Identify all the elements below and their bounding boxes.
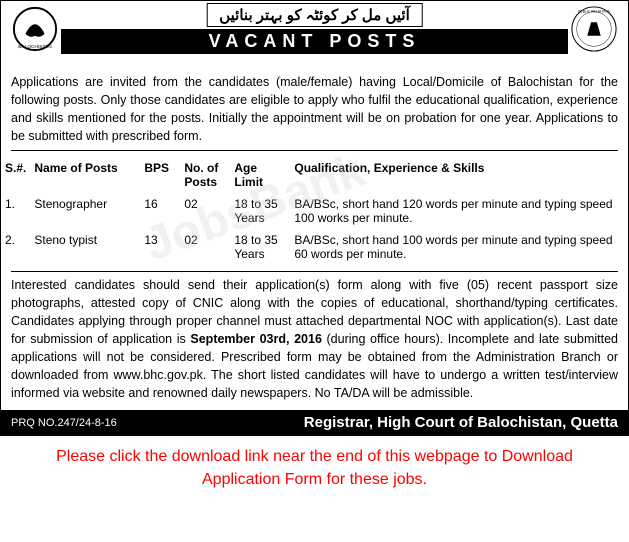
col-header-name: Name of Posts [30, 157, 140, 193]
intro-paragraph: Applications are invited from the candid… [1, 67, 628, 150]
instructions-paragraph: Interested candidates should send their … [1, 272, 628, 411]
col-header-nposts: No. of Posts [180, 157, 230, 193]
col-header-qual: Qualification, Experience & Skills [290, 157, 628, 193]
cell-sno: 1. [1, 193, 30, 229]
svg-text:PUBLIC RELATIONS: PUBLIC RELATIONS [578, 10, 611, 14]
table-row: 2. Steno typist 13 02 18 to 35 Years BA/… [1, 229, 628, 265]
advertisement-container: BALOCHISTAN آئیں مل کر کوئٹہ کو بہتر بنا… [0, 0, 629, 436]
table-row: 1. Stenographer 16 02 18 to 35 Years BA/… [1, 193, 628, 229]
vacant-posts-banner: VACANT POSTS [61, 29, 568, 54]
col-header-bps: BPS [140, 157, 180, 193]
registrar-bar: PRQ NO.247/24-8-16 Registrar, High Court… [1, 410, 628, 435]
cell-qual: BA/BSc, short hand 120 words per minute … [290, 193, 628, 229]
divider-top [11, 150, 618, 151]
deadline-date: September 03rd, 2016 [190, 332, 322, 346]
urdu-slogan: آئیں مل کر کوئٹہ کو بہتر بنائیں [206, 3, 423, 27]
table-header-row: S.#. Name of Posts BPS No. of Posts Age … [1, 157, 628, 193]
cell-name: Steno typist [30, 229, 140, 265]
govt-logo-left: BALOCHISTAN [11, 5, 59, 53]
download-note: Please click the download link near the … [0, 436, 629, 501]
cell-name: Stenographer [30, 193, 140, 229]
registrar-text: Registrar, High Court of Balochistan, Qu… [304, 414, 618, 431]
prq-number: PRQ NO.247/24-8-16 [11, 417, 117, 429]
cell-nposts: 02 [180, 229, 230, 265]
cell-nposts: 02 [180, 193, 230, 229]
cell-sno: 2. [1, 229, 30, 265]
cell-age: 18 to 35 Years [230, 193, 290, 229]
cell-age: 18 to 35 Years [230, 229, 290, 265]
col-header-sno: S.#. [1, 157, 30, 193]
posts-table: S.#. Name of Posts BPS No. of Posts Age … [1, 157, 628, 265]
cell-bps: 16 [140, 193, 180, 229]
svg-text:BALOCHISTAN: BALOCHISTAN [18, 44, 52, 50]
public-relations-logo: PUBLIC RELATIONS [570, 5, 618, 53]
cell-bps: 13 [140, 229, 180, 265]
header-row: BALOCHISTAN آئیں مل کر کوئٹہ کو بہتر بنا… [1, 1, 628, 57]
cell-qual: BA/BSc, short hand 100 words per minute … [290, 229, 628, 265]
col-header-age: Age Limit [230, 157, 290, 193]
